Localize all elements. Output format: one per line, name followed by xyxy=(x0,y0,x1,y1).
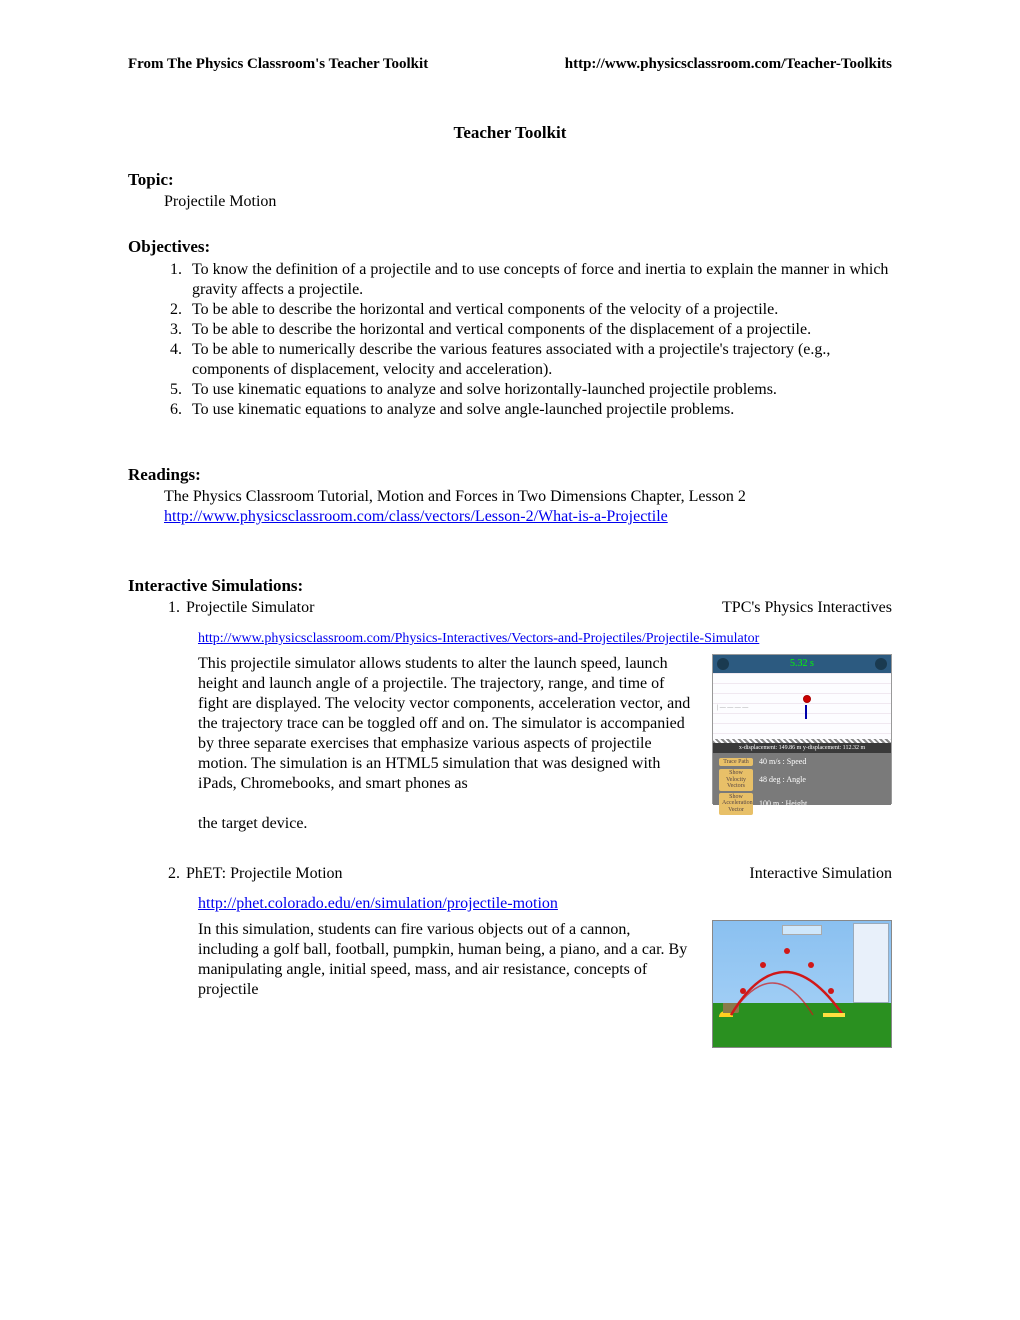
sim-description: This projectile simulator allows student… xyxy=(198,654,692,794)
fullscreen-icon xyxy=(875,658,887,670)
sim-number: 2. xyxy=(168,864,186,884)
readings-link[interactable]: http://www.physicsclassroom.com/class/ve… xyxy=(164,508,668,525)
sim-thumbnail xyxy=(712,920,892,1048)
velocity-button: Show Velocity Vectors xyxy=(719,769,753,791)
simulation-item: 1. Projectile Simulator TPC's Physics In… xyxy=(168,598,892,834)
page-title: Teacher Toolkit xyxy=(128,122,892,143)
simulations-list: 1. Projectile Simulator TPC's Physics In… xyxy=(168,598,892,1048)
thumb-time: 5.32 s xyxy=(790,658,814,669)
ground-hatch xyxy=(713,739,891,743)
sim-title: PhET: Projectile Motion xyxy=(186,864,749,884)
objective-item: To be able to describe the horizontal an… xyxy=(186,300,892,320)
sim-description-cont: the target device. xyxy=(198,814,892,834)
header-left: From The Physics Classroom's Teacher Too… xyxy=(128,55,428,74)
accel-button: Show Acceleration Vector xyxy=(719,793,753,815)
objective-item: To know the definition of a projectile a… xyxy=(186,260,892,300)
projectile-icon xyxy=(803,695,811,703)
objectives-heading: Objectives: xyxy=(128,236,892,257)
sim-thumbnail: 5.32 s | — — — — x-displacement: 149.86 … xyxy=(712,654,892,804)
objective-item: To be able to numerically describe the v… xyxy=(186,340,892,380)
simulation-item: 2. PhET: Projectile Motion Interactive S… xyxy=(168,864,892,1048)
reset-icon xyxy=(717,658,729,670)
target-icon xyxy=(823,1013,845,1017)
header-right: http://www.physicsclassroom.com/Teacher-… xyxy=(565,55,892,74)
sim-title: Projectile Simulator xyxy=(186,598,722,618)
trajectory-arc-icon xyxy=(713,921,893,1049)
objective-item: To use kinematic equations to analyze an… xyxy=(186,400,892,420)
velocity-arrow-icon xyxy=(805,705,807,719)
readings-text: The Physics Classroom Tutorial, Motion a… xyxy=(164,487,892,507)
trace-button: Trace Path xyxy=(719,758,753,767)
objective-item: To use kinematic equations to analyze an… xyxy=(186,380,892,400)
sim-source: TPC's Physics Interactives xyxy=(722,598,892,618)
sim-source: Interactive Simulation xyxy=(749,864,892,884)
sim-description: In this simulation, students can fire va… xyxy=(198,920,692,1000)
sim-link[interactable]: http://www.physicsclassroom.com/Physics-… xyxy=(198,631,759,646)
thumb-speed: 40 m/s : Speed xyxy=(759,757,806,767)
sim-link[interactable]: http://phet.colorado.edu/en/simulation/p… xyxy=(198,895,558,912)
thumb-angle: 48 deg : Angle xyxy=(759,775,806,785)
sim-number: 1. xyxy=(168,598,186,618)
thumb-height: 100 m : Height xyxy=(759,799,807,809)
page-header: From The Physics Classroom's Teacher Too… xyxy=(128,55,892,74)
topic-heading: Topic: xyxy=(128,169,892,190)
readings-body: The Physics Classroom Tutorial, Motion a… xyxy=(164,487,892,527)
thumb-displacement: x-displacement: 149.86 m y-displacement:… xyxy=(713,743,891,753)
objectives-list: To know the definition of a projectile a… xyxy=(186,260,892,420)
objective-item: To be able to describe the horizontal an… xyxy=(186,320,892,340)
simulations-heading: Interactive Simulations: xyxy=(128,575,892,596)
topic-value: Projectile Motion xyxy=(164,192,892,212)
axis-marks: | — — — — xyxy=(717,705,748,713)
readings-heading: Readings: xyxy=(128,464,892,485)
